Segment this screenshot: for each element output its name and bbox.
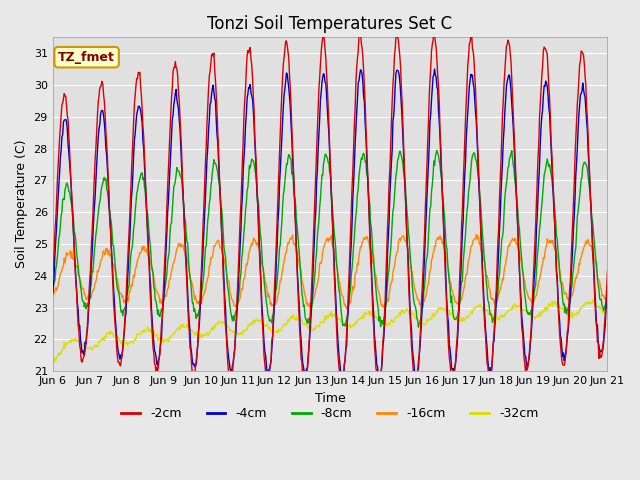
X-axis label: Time: Time: [315, 392, 346, 405]
Legend: -2cm, -4cm, -8cm, -16cm, -32cm: -2cm, -4cm, -8cm, -16cm, -32cm: [116, 402, 543, 425]
Title: Tonzi Soil Temperatures Set C: Tonzi Soil Temperatures Set C: [207, 15, 452, 33]
Y-axis label: Soil Temperature (C): Soil Temperature (C): [15, 140, 28, 268]
Text: TZ_fmet: TZ_fmet: [58, 51, 115, 64]
